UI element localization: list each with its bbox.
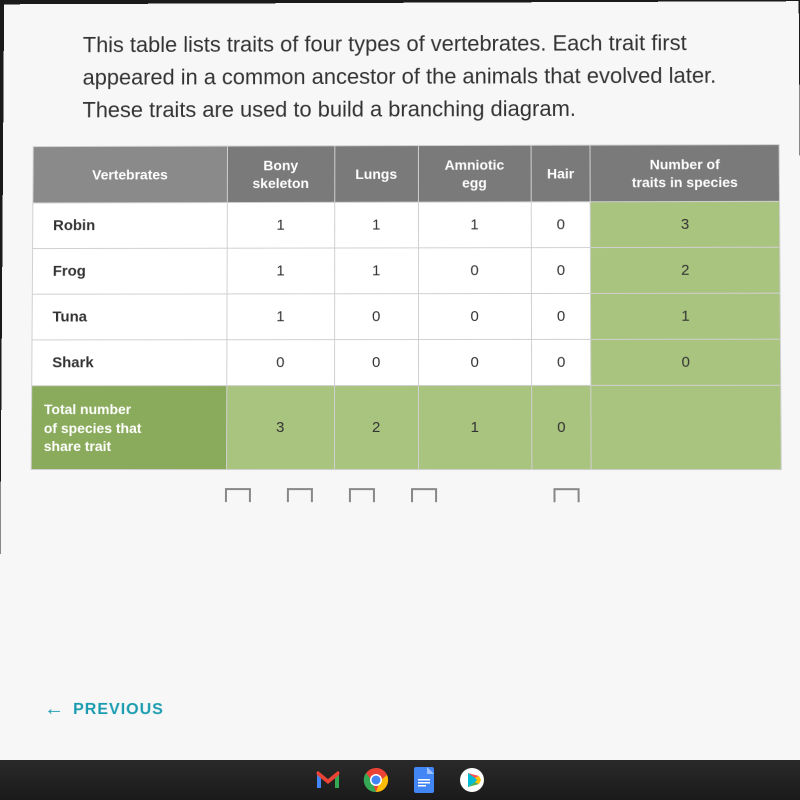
taskbar — [0, 760, 800, 800]
checkbox[interactable] — [225, 488, 251, 502]
footer-val: 1 — [418, 386, 532, 470]
table-row: Shark 0 0 0 0 0 — [32, 340, 781, 387]
cell: 0 — [531, 248, 591, 294]
col-bony-skeleton: Bony skeleton — [227, 146, 335, 203]
cell: 0 — [418, 294, 531, 340]
gmail-icon[interactable] — [315, 767, 341, 793]
row-total: 0 — [591, 340, 781, 386]
footer-val: 2 — [334, 386, 418, 470]
footer-row: Total number of species that share trait… — [31, 386, 781, 470]
checkbox[interactable] — [553, 488, 579, 502]
arrow-left-icon: ← — [44, 698, 65, 721]
col-vertebrates: Vertebrates — [33, 146, 227, 203]
cell: 1 — [334, 248, 418, 294]
table-row: Robin 1 1 1 0 3 — [33, 202, 780, 249]
checkbox[interactable] — [349, 488, 375, 502]
header-row: Vertebrates Bony skeleton Lungs Amniotic… — [33, 145, 780, 204]
col-lungs: Lungs — [334, 146, 417, 203]
checkbox[interactable] — [411, 488, 437, 502]
chrome-icon[interactable] — [363, 767, 389, 793]
cell: 0 — [418, 340, 531, 386]
row-total: 3 — [590, 202, 779, 248]
content-area: This table lists traits of four types of… — [0, 1, 800, 768]
col-num-traits: Number of traits in species — [590, 145, 779, 203]
traits-table: Vertebrates Bony skeleton Lungs Amniotic… — [31, 144, 782, 470]
cell: 0 — [334, 294, 418, 340]
cell: 1 — [227, 248, 335, 294]
row-total: 1 — [591, 294, 781, 340]
traits-table-wrap: Vertebrates Bony skeleton Lungs Amniotic… — [1, 144, 800, 470]
row-total: 2 — [591, 248, 781, 294]
row-label: Frog — [32, 249, 226, 295]
table-row: Tuna 1 0 0 0 1 — [32, 294, 780, 341]
docs-icon[interactable] — [411, 767, 437, 793]
checkbox-row — [1, 470, 800, 502]
cell: 0 — [531, 202, 591, 248]
row-label: Tuna — [32, 294, 227, 340]
row-label: Shark — [32, 340, 227, 386]
cell: 1 — [227, 203, 335, 249]
question-text: This table lists traits of four types of… — [3, 26, 800, 146]
cell: 0 — [418, 248, 531, 294]
footer-label: Total number of species that share trait — [31, 386, 226, 470]
row-label: Robin — [33, 203, 227, 249]
cell: 0 — [226, 340, 334, 386]
footer-val: 3 — [226, 386, 334, 470]
cell: 0 — [334, 340, 418, 386]
footer-val: 0 — [531, 386, 591, 470]
checkbox[interactable] — [287, 488, 313, 502]
cell: 1 — [227, 294, 335, 340]
col-hair: Hair — [531, 145, 591, 202]
previous-button[interactable]: ← PREVIOUS — [44, 698, 164, 721]
col-amniotic-egg: Amniotic egg — [418, 145, 531, 202]
cell: 0 — [531, 340, 591, 386]
table-row: Frog 1 1 0 0 2 — [32, 248, 780, 295]
previous-label: PREVIOUS — [73, 700, 164, 718]
cell: 1 — [334, 203, 418, 249]
play-icon[interactable] — [459, 767, 485, 793]
cell: 1 — [418, 202, 531, 248]
cell: 0 — [531, 294, 591, 340]
footer-blank — [591, 386, 781, 470]
